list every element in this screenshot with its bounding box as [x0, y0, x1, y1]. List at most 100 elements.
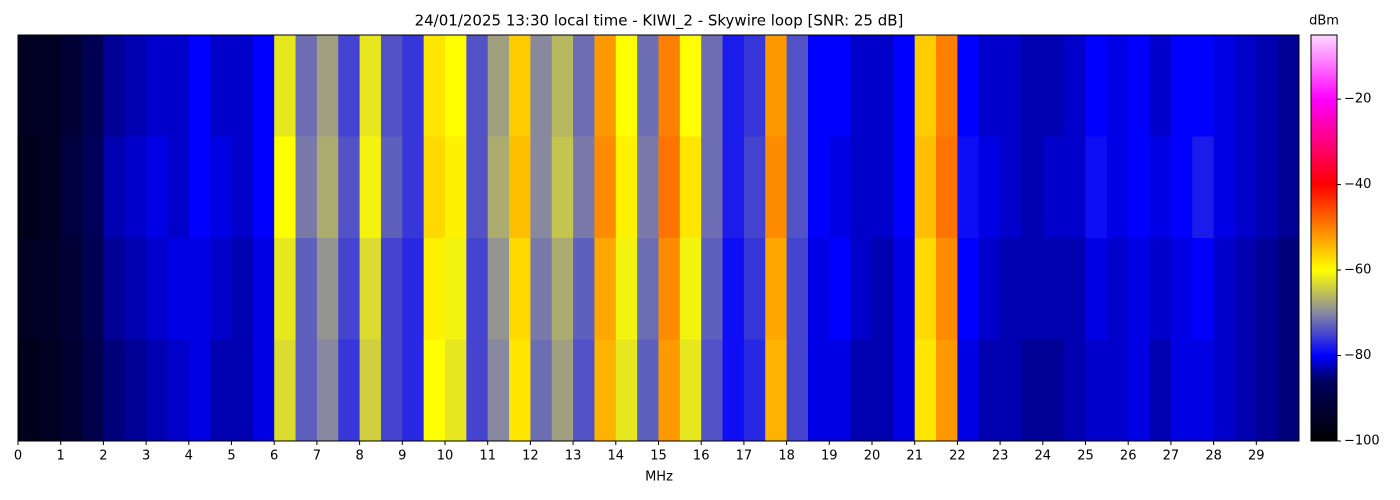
heatmap-cell: [679, 238, 702, 340]
heatmap-cell: [957, 339, 980, 442]
heatmap-cell: [1042, 238, 1065, 340]
heatmap-cell: [338, 238, 361, 340]
heatmap-cell: [1192, 35, 1215, 137]
colorbar-tick-label: −40: [1344, 177, 1371, 192]
heatmap-cell: [1106, 136, 1129, 239]
heatmap-cell: [893, 339, 916, 442]
heatmap-cell: [210, 136, 232, 239]
heatmap-cell: [1106, 35, 1129, 137]
heatmap-cell: [210, 238, 232, 340]
x-tick-label: 13: [565, 449, 582, 464]
heatmap-cell: [423, 339, 446, 442]
heatmap-cell: [359, 35, 382, 137]
heatmap-cell: [1085, 339, 1108, 442]
heatmap-cell: [210, 35, 232, 137]
heatmap-cell: [1234, 136, 1257, 239]
heatmap-cell: [18, 35, 40, 137]
heatmap-cell: [1192, 136, 1215, 239]
heatmap-cell: [850, 339, 873, 442]
heatmap-cell: [82, 136, 104, 239]
x-tick-label: 14: [608, 449, 625, 464]
heatmap-cell: [359, 238, 382, 340]
heatmap-cell: [978, 339, 1001, 442]
heatmap-cell: [807, 339, 830, 442]
heatmap-cell: [1106, 339, 1129, 442]
heatmap-cell: [786, 238, 809, 340]
heatmap-cell: [1277, 35, 1300, 137]
x-tick-label: 29: [1248, 449, 1265, 464]
heatmap-cell: [551, 136, 574, 239]
heatmap-cell: [1042, 136, 1065, 239]
heatmap-cell: [509, 35, 531, 137]
heatmap-cell: [637, 238, 659, 340]
heatmap-cell: [274, 238, 297, 340]
heatmap-cell: [124, 339, 147, 442]
heatmap-cell: [978, 238, 1001, 340]
x-tick-label: 25: [1077, 449, 1094, 464]
heatmap-cell: [743, 339, 766, 442]
heatmap-cell: [18, 238, 40, 340]
heatmap-cell: [872, 136, 894, 239]
heatmap-cell: [274, 339, 297, 442]
heatmap-cell: [1213, 238, 1236, 340]
x-tick-label: 11: [479, 449, 496, 464]
heatmap-cell: [82, 238, 104, 340]
heatmap-cell: [466, 339, 489, 442]
heatmap-cell: [316, 136, 339, 239]
heatmap-cell: [231, 35, 254, 137]
heatmap-cell: [1234, 238, 1257, 340]
x-tick-label: 3: [142, 449, 150, 464]
heatmap-cell: [551, 339, 574, 442]
heatmap-cell: [295, 136, 318, 239]
heatmap-cell: [380, 339, 403, 442]
heatmap-cell: [1277, 238, 1300, 340]
heatmap-cell: [509, 238, 531, 340]
x-tick-label: 24: [1035, 449, 1052, 464]
heatmap-cell: [957, 35, 980, 137]
heatmap-cell: [615, 238, 638, 340]
heatmap-cell: [82, 339, 104, 442]
heatmap-cell: [380, 136, 403, 239]
heatmap-cell: [231, 339, 254, 442]
x-tick-label: 1: [57, 449, 65, 464]
heatmap-cell: [594, 136, 617, 239]
heatmap-cell: [252, 136, 275, 239]
x-tick-label: 20: [864, 449, 881, 464]
heatmap-cell: [722, 339, 745, 442]
heatmap-cell: [124, 35, 147, 137]
heatmap-cell: [1234, 35, 1257, 137]
heatmap-cell: [1021, 339, 1044, 442]
heatmap-cell: [39, 136, 62, 239]
heatmap-cell: [679, 339, 702, 442]
heatmap-cell: [338, 339, 361, 442]
heatmap-cell: [807, 35, 830, 137]
heatmap-cell: [679, 136, 702, 239]
x-tick-label: 12: [522, 449, 539, 464]
heatmap-cell: [829, 136, 852, 239]
x-tick-label: 22: [949, 449, 966, 464]
heatmap-cell: [146, 339, 168, 442]
heatmap-cell: [786, 136, 809, 239]
heatmap-cell: [594, 35, 617, 137]
heatmap-cell: [146, 136, 168, 239]
heatmap-cell: [188, 238, 211, 340]
heatmap-cell: [445, 136, 467, 239]
heatmap-cell: [402, 136, 425, 239]
heatmap-cell: [103, 238, 126, 340]
chart-title: 24/01/2025 13:30 local time - KIWI_2 - S…: [415, 12, 904, 31]
heatmap-cell: [530, 238, 553, 340]
heatmap-cell: [338, 35, 361, 137]
heatmap-cell: [423, 136, 446, 239]
heatmap-cell: [658, 238, 681, 340]
heatmap-cell: [936, 136, 958, 239]
heatmap-cell: [1149, 238, 1172, 340]
x-tick-label: 27: [1163, 449, 1180, 464]
heatmap-cell: [615, 35, 638, 137]
x-tick-label: 17: [736, 449, 753, 464]
heatmap-cell: [765, 136, 788, 239]
heatmap-cell: [807, 238, 830, 340]
heatmap-cell: [1106, 238, 1129, 340]
heatmap-cell: [786, 339, 809, 442]
x-tick-label: 18: [778, 449, 795, 464]
